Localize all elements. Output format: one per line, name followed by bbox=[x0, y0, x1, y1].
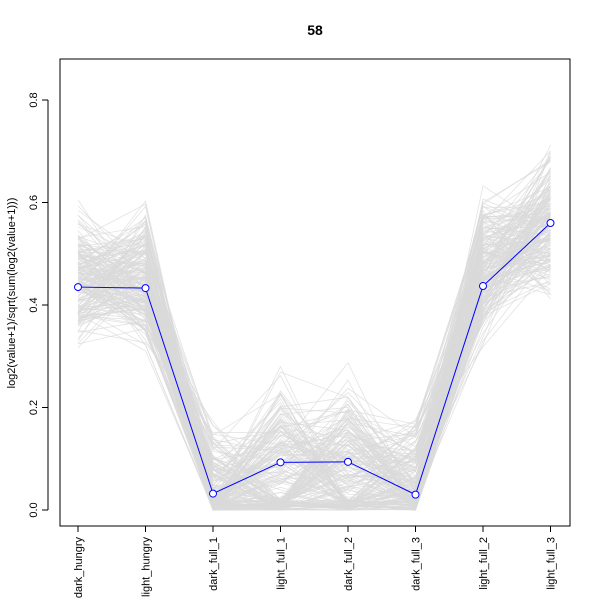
y-tick-label: 0.2 bbox=[28, 400, 40, 415]
x-tick-label: light_hungry bbox=[141, 537, 153, 597]
x-tick-label: light_full_2 bbox=[478, 537, 490, 590]
series-point bbox=[479, 282, 487, 291]
background-profile-line bbox=[77, 191, 551, 511]
background-profile-line bbox=[77, 168, 551, 507]
x-tick-label: light_full_3 bbox=[546, 537, 558, 590]
background-profile-line bbox=[77, 219, 551, 511]
series-point bbox=[546, 219, 555, 227]
x-tick-label: light_full_1 bbox=[276, 537, 288, 590]
background-profile-line bbox=[77, 207, 551, 506]
y-tick-label: 0.4 bbox=[28, 297, 40, 312]
y-tick-label: 0.6 bbox=[28, 195, 40, 210]
series-point bbox=[276, 458, 285, 467]
background-profile-line bbox=[77, 173, 551, 504]
background-profiles bbox=[77, 145, 551, 512]
series-line bbox=[77, 222, 551, 496]
background-profile-line bbox=[77, 225, 551, 511]
x-tick-label: dark_full_2 bbox=[343, 537, 355, 591]
chart-title: 58 bbox=[307, 22, 323, 38]
x-tick-label: dark_full_3 bbox=[411, 537, 423, 591]
x-tick-label: dark_full_1 bbox=[208, 537, 220, 591]
x-axis: dark_hungry light_hungry dark_full_1 light_… bbox=[73, 525, 558, 599]
background-profile-line bbox=[77, 205, 551, 511]
y-axis-label: log2(value+1)/sqrt(sum(log2(value+1))) bbox=[6, 198, 18, 389]
y-tick-label: 0.8 bbox=[28, 92, 40, 107]
series-point bbox=[411, 490, 420, 499]
series-point bbox=[141, 284, 150, 293]
y-tick-label: 0.0 bbox=[28, 502, 40, 517]
y-axis: 0.0 0.2 0.4 0.6 0.8 bbox=[28, 92, 49, 518]
background-profile-line bbox=[77, 203, 551, 508]
background-profile-line bbox=[77, 212, 551, 511]
background-profile-line bbox=[77, 179, 551, 480]
highlight-series bbox=[74, 219, 555, 499]
series-point bbox=[209, 489, 217, 498]
series-point bbox=[74, 283, 82, 292]
x-tick-label: dark_hungry bbox=[73, 537, 85, 599]
series-point bbox=[344, 457, 352, 466]
background-profile-line bbox=[77, 156, 551, 508]
background-profile-line bbox=[77, 230, 551, 511]
background-profile-line bbox=[77, 205, 551, 510]
